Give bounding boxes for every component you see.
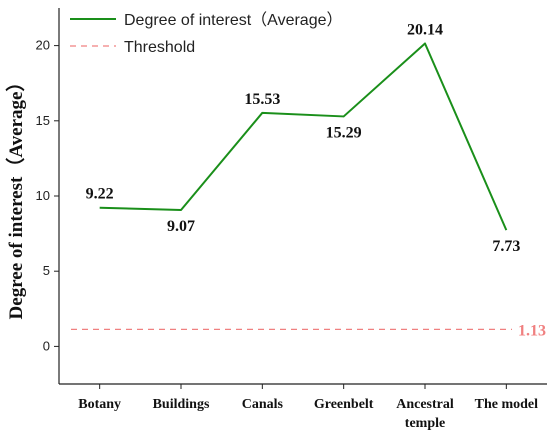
x-tick-label: The model xyxy=(475,397,539,412)
x-tick-label: Buildings xyxy=(153,397,210,412)
legend: Degree of interest（Average） Threshold xyxy=(70,11,343,56)
threshold-value-label: 1.13 xyxy=(518,322,546,339)
x-tick-label: Ancestral temple xyxy=(396,397,454,431)
data-labels: 9.22 9.07 15.53 15.29 20.14 7.73 xyxy=(86,21,521,255)
x-tick-label: Greenbelt xyxy=(314,397,374,412)
data-label: 15.29 xyxy=(326,124,362,141)
y-axis-label: Degree of interest（Average） xyxy=(4,73,27,320)
data-label: 9.22 xyxy=(86,186,114,203)
x-tick-label: Canals xyxy=(242,397,284,412)
y-tick-label: 15 xyxy=(36,113,50,128)
data-label: 7.73 xyxy=(492,238,520,255)
x-tick-labels: Botany Buildings Canals Greenbelt Ancestral t… xyxy=(78,384,538,431)
data-label: 20.14 xyxy=(407,21,443,38)
y-tick-label: 20 xyxy=(36,38,50,53)
y-tick-label: 0 xyxy=(43,338,50,353)
legend-label-interest: Degree of interest（Average） xyxy=(124,11,343,29)
series-line-interest xyxy=(99,42,508,231)
y-tick-label: 5 xyxy=(43,263,50,278)
y-tick-label: 10 xyxy=(36,188,50,203)
data-label: 9.07 xyxy=(167,218,195,235)
axes xyxy=(58,8,547,385)
data-label: 15.53 xyxy=(244,91,280,108)
legend-label-threshold: Threshold xyxy=(124,39,195,56)
x-tick-label: Botany xyxy=(78,397,121,412)
y-ticks: 0 5 10 15 20 xyxy=(36,38,59,353)
series xyxy=(71,42,512,331)
